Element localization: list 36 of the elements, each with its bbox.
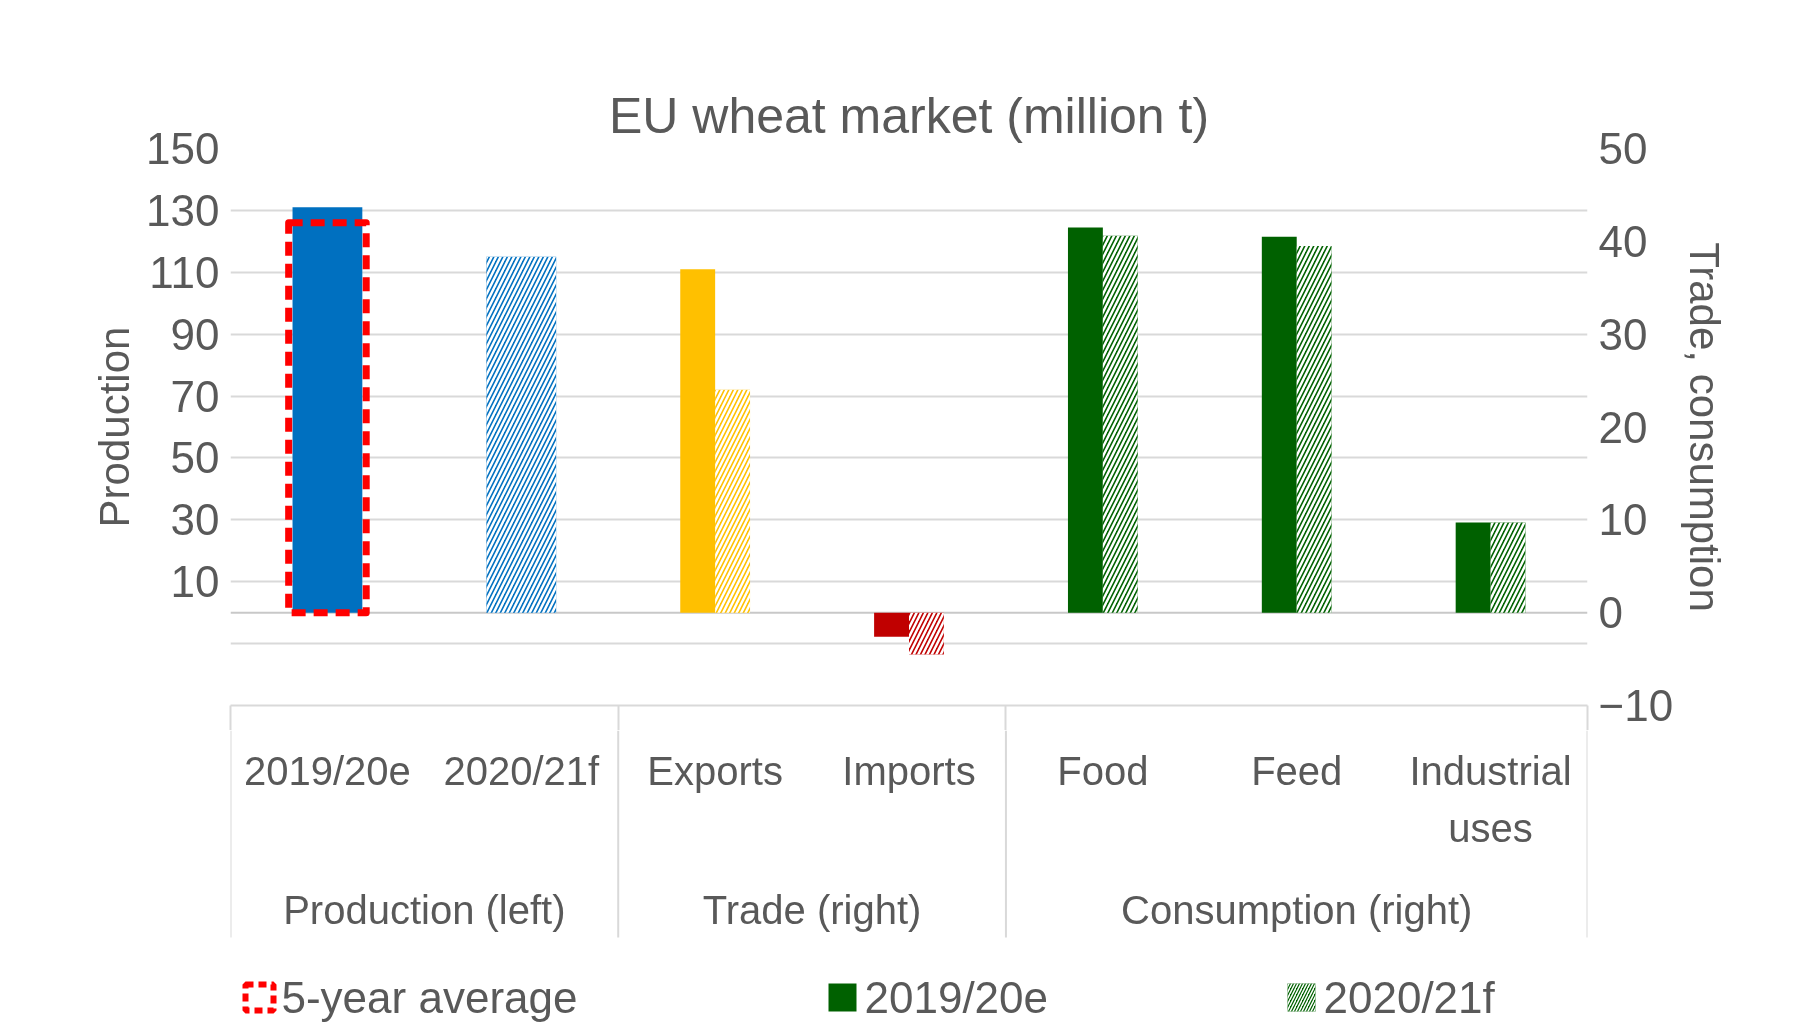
y2-tick-label: 50: [1598, 124, 1648, 173]
text: Production (left): [283, 887, 566, 932]
bar: [680, 269, 716, 613]
x-tick-label: Feed: [1251, 748, 1343, 793]
legend-label: 5-year average: [281, 973, 578, 1022]
x-tick-label: Exports: [647, 748, 783, 793]
y-tick-label: 30: [170, 495, 220, 545]
y2-tick-label: 30: [1598, 309, 1648, 359]
x-tick-label: Food: [1057, 748, 1149, 793]
y2-tick-label: 40: [1598, 216, 1648, 266]
bar: [1067, 227, 1103, 613]
y-tick-label: 150: [146, 124, 220, 173]
chart-title: EU wheat market (million t): [608, 87, 1210, 144]
text: Trade (right): [702, 887, 922, 932]
legend-label: 2020/21f: [1323, 973, 1496, 1022]
legend-label: 2019/20e: [864, 973, 1049, 1022]
y-tick-label: 70: [170, 371, 220, 421]
bar: [1261, 236, 1297, 613]
x-tick-label: Imports: [842, 748, 976, 793]
y2-tick-label: 20: [1598, 402, 1648, 452]
bar: [1455, 522, 1491, 613]
y-tick-label: 10: [170, 557, 220, 607]
y2-axis-title: Trade, consumption: [1681, 242, 1729, 612]
y2-tick-label: 0: [1598, 588, 1623, 638]
y-tick-label: 90: [170, 309, 220, 359]
y2-tick-label: 10: [1598, 495, 1648, 545]
x-tick-label: 2020/21f: [443, 748, 601, 793]
y-axis-title: Production: [91, 326, 139, 528]
y-tick-label: 130: [146, 185, 220, 235]
bar: [874, 612, 909, 637]
y2-tick-label: −10: [1598, 681, 1674, 730]
x-tick-label: Industrial uses: [1409, 748, 1572, 850]
text: Consumption (right): [1121, 887, 1473, 932]
x-tick-label: 2019/20e: [244, 748, 411, 793]
y-tick-label: 110: [149, 247, 220, 297]
y-tick-label: 50: [170, 433, 220, 483]
